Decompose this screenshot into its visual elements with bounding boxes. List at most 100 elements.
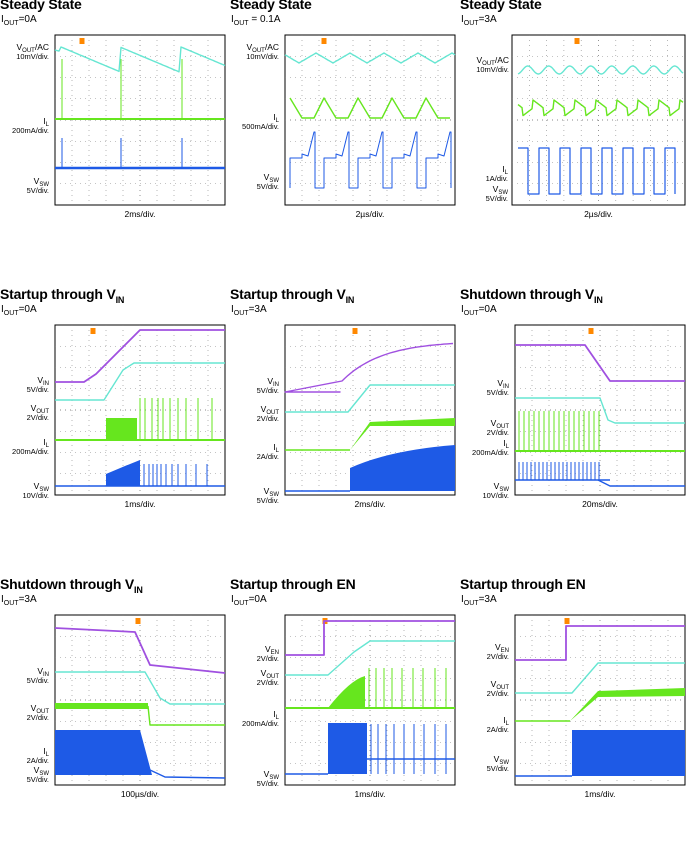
x-axis-label: 1ms/div.	[354, 789, 385, 799]
trace-il-band	[350, 418, 455, 450]
channel-label-vsw: VSW	[34, 481, 50, 493]
trace-il-burst	[106, 418, 137, 440]
trace-vsw-tail	[597, 479, 685, 487]
chart-title: Steady State	[460, 0, 542, 12]
channel-label-il: IL	[43, 437, 49, 449]
grid	[512, 35, 685, 205]
channel-label-ven: VEN	[495, 642, 509, 654]
trace-il	[289, 97, 450, 119]
channel-label-il-scale: 2A/div.	[27, 756, 49, 765]
channel-label-vout: VOUT	[491, 418, 510, 430]
scope-plot-8: 1ms/div.VEN2V/div.VOUT2V/div.IL200mA/div…	[242, 614, 456, 799]
trigger-marker	[79, 38, 85, 44]
chart-title: Steady State	[0, 0, 82, 12]
trace-vout	[515, 662, 685, 694]
trigger-marker	[588, 328, 594, 334]
channel-label-vsw-scale: 5V/div.	[487, 764, 509, 773]
chart-panel-1: Steady State IOUT=0A 2ms/div. VOUT/AC 10mV…	[0, 0, 230, 266]
chart-subtitle: IOUT = 0.1A	[231, 14, 281, 27]
channel-label-vsw: VSW	[34, 765, 50, 777]
channel-label-vsw: VSW	[494, 481, 510, 493]
channel-label-il: IL	[43, 746, 49, 758]
trace-ven	[515, 625, 685, 661]
channel-label-il: IL	[503, 715, 509, 727]
channel-label-vsw-scale: 5V/div.	[257, 182, 279, 191]
channel-label-vin: VIN	[37, 666, 49, 678]
trace-vout	[284, 52, 456, 64]
trace-vin	[284, 342, 454, 393]
chart-panel-6: Shutdown through VIN IOUT=0A 20ms/div. VI…	[460, 286, 690, 556]
channel-label-il: IL	[273, 112, 279, 124]
channel-label-vsw-scale: 5V/div.	[27, 186, 49, 195]
trace-il-burst	[328, 676, 365, 708]
chart-subtitle: IOUT=3A	[1, 594, 37, 607]
chart-title: Steady State	[230, 0, 312, 12]
channel-label-vsw-scale: 10V/div.	[482, 491, 509, 500]
channel-label-il-scale: 200mA/div.	[472, 448, 509, 457]
channel-label-vout: VOUT/AC	[246, 42, 279, 54]
trigger-marker	[90, 328, 96, 334]
trigger-marker	[352, 328, 358, 334]
trace-ven	[285, 620, 455, 656]
channel-label-vout: VOUT	[261, 668, 280, 680]
channel-label-ven: VEN	[265, 644, 279, 656]
channel-label-vsw-scale: 10V/div.	[22, 491, 49, 500]
channel-label-il: IL	[503, 438, 509, 450]
channel-label-vsw: VSW	[494, 754, 510, 766]
channel-label-vsw-scale: 5V/div.	[257, 496, 279, 505]
grid	[515, 615, 685, 785]
scope-plot-5: 2ms/div.VIN5V/div.VOUT2V/div.IL2A/div.VS…	[257, 324, 456, 509]
channel-label-il-scale: 2A/div.	[487, 725, 509, 734]
chart-title: Startup through EN	[460, 576, 586, 592]
trace-vsw-burst	[328, 723, 367, 774]
chart-subtitle: IOUT=0A	[1, 304, 37, 317]
trace-vsw	[149, 769, 226, 779]
x-axis-label: 100µs/div.	[121, 789, 159, 799]
trace-vout	[55, 362, 225, 401]
channel-label-vin-scale: 5V/div.	[27, 385, 49, 394]
chart-title: Shutdown through VIN	[0, 576, 143, 595]
channel-label-vin: VIN	[267, 376, 279, 388]
channel-label-vsw-scale: 5V/div.	[27, 775, 49, 784]
channel-label-vsw: VSW	[264, 172, 280, 184]
trace-vout	[285, 384, 455, 413]
channel-label-il-scale: 200mA/div.	[242, 719, 279, 728]
channel-label-vout: VOUT/AC	[16, 42, 49, 54]
channel-label-vsw: VSW	[493, 184, 509, 196]
channel-label-vout-scale: 2V/div.	[27, 413, 49, 422]
x-axis-label: 1ms/div.	[124, 499, 155, 509]
trace-vsw-band	[55, 730, 152, 775]
trigger-marker	[135, 618, 141, 624]
channel-label-vout: VOUT	[31, 403, 50, 415]
trace-vin	[55, 329, 225, 383]
trace-vout	[285, 640, 455, 676]
channel-label-il: IL	[43, 116, 49, 128]
channel-label-vout: VOUT/AC	[476, 55, 509, 67]
channel-label-vout-scale: 2V/div.	[257, 678, 279, 687]
channel-label-il-scale: 1A/div.	[486, 174, 508, 183]
channel-label-il: IL	[502, 164, 508, 176]
trace-vin	[54, 627, 226, 674]
x-axis-label: 2µs/div.	[356, 209, 385, 219]
trigger-marker	[321, 38, 327, 44]
channel-label-il-scale: 200mA/div.	[12, 126, 49, 135]
chart-subtitle: IOUT=0A	[231, 594, 267, 607]
trace-il	[147, 705, 225, 726]
channel-label-vout: VOUT	[261, 404, 280, 416]
grid	[285, 35, 455, 205]
channel-label-vsw: VSW	[264, 486, 280, 498]
chart-panel-8: Startup through EN IOUT=0A 1ms/div. VEN 2V…	[230, 576, 460, 846]
chart-subtitle: IOUT=0A	[461, 304, 497, 317]
channel-label-vsw-scale: 5V/div.	[257, 779, 279, 788]
chart-panel-9: Startup through EN IOUT=3A 1ms/div. VEN 2V…	[460, 576, 690, 846]
trace-vsw	[289, 131, 452, 189]
trace-vout	[54, 46, 226, 73]
chart-panel-7: Shutdown through VIN IOUT=3A 100µs/div. V…	[0, 576, 230, 846]
channel-label-il: IL	[273, 442, 279, 454]
channel-label-ven-scale: 2V/div.	[487, 652, 509, 661]
trace-il-band	[570, 688, 685, 721]
trigger-marker	[564, 618, 570, 624]
